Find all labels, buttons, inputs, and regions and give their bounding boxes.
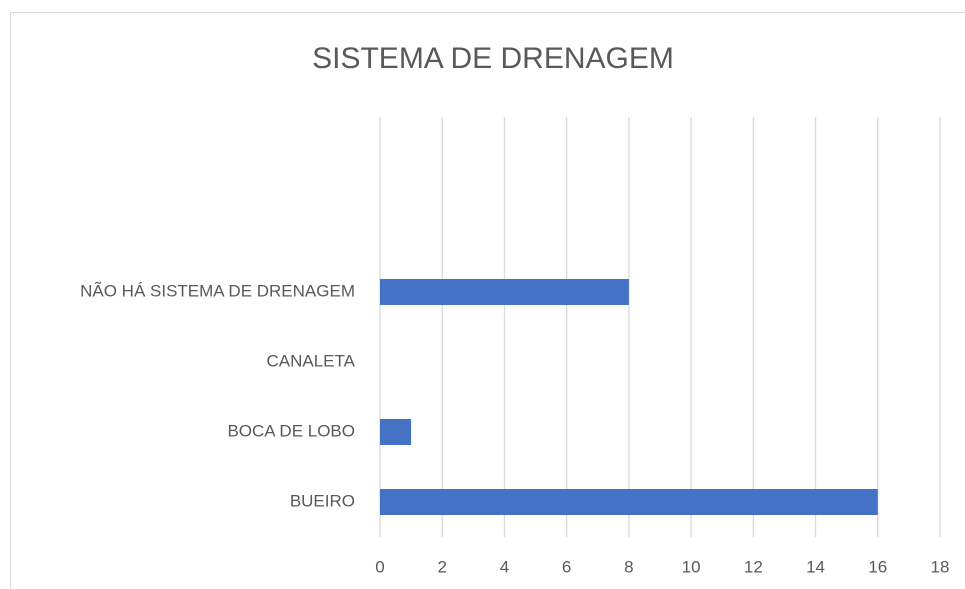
- y-tick-label: NÃO HÁ SISTEMA DE DRENAGEM: [80, 281, 355, 300]
- x-tick-label: 2: [437, 557, 446, 576]
- x-tick-label: 4: [500, 557, 509, 576]
- x-tick-label: 16: [868, 557, 887, 576]
- x-tick-label: 12: [744, 557, 763, 576]
- x-tick-label: 10: [682, 557, 701, 576]
- x-tick-label: 18: [931, 557, 950, 576]
- bar: [380, 279, 629, 305]
- bar: [380, 489, 878, 515]
- chart-title: SISTEMA DE DRENAGEM: [312, 42, 674, 75]
- y-tick-label: BUEIRO: [290, 491, 355, 510]
- x-tick-label: 0: [375, 557, 384, 576]
- x-tick-label: 6: [562, 557, 571, 576]
- bar: [380, 419, 412, 445]
- x-tick-label: 14: [806, 557, 825, 576]
- y-tick-label: CANALETA: [267, 351, 356, 370]
- x-tick-label: 8: [624, 557, 633, 576]
- y-tick-label: BOCA DE LOBO: [227, 421, 355, 440]
